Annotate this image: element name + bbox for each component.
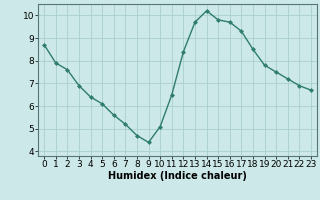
X-axis label: Humidex (Indice chaleur): Humidex (Indice chaleur) [108, 171, 247, 181]
